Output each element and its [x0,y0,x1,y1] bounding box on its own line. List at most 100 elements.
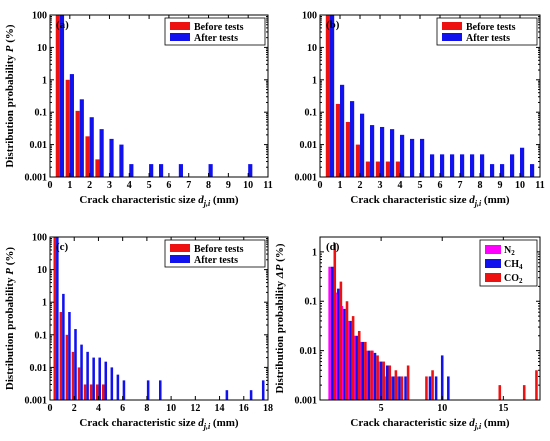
bar [440,355,444,400]
y-axis-label-main: Distribution probability [4,52,16,167]
y-tick-label: 0.01 [30,140,48,151]
bar [520,147,525,177]
bar [395,161,400,177]
y-tick-label: 0.1 [305,108,318,119]
bar [330,15,335,177]
bar [385,161,390,177]
bar [490,164,495,177]
legend-label: CH4 [504,259,523,271]
bar [431,370,434,400]
legend-swatch [485,273,501,282]
y-tick-label: 0.1 [305,297,318,308]
legend-swatch [170,255,190,263]
bar [178,164,183,177]
x-tick-label: 7 [458,180,463,191]
panel-label: (d) [326,241,340,253]
bar [99,129,104,177]
x-tick-label: 0 [48,403,53,414]
bar [92,357,95,400]
bar [104,361,108,400]
y-axis-label: Distribution probability ΔP (%) [274,243,286,393]
panel-label: (c) [56,241,69,253]
bar [340,84,345,177]
legend-label-sub: 2 [519,277,523,285]
bar [335,103,340,177]
x-tick-label: 0 [318,180,323,191]
series-after-tests [59,15,253,177]
legend-label-sub: 4 [519,263,523,271]
y-axis-label-main: Distribution probability [4,275,16,390]
y-tick-label: 0.1 [35,330,48,341]
x-tick-label: 5 [418,180,423,191]
x-tick-label: 0 [48,180,53,191]
x-tick-label: 3 [378,180,383,191]
bar [330,266,334,400]
bar [129,164,134,177]
bar [116,374,120,400]
plot-frame [49,14,269,178]
legend-swatch [170,33,190,41]
bar [379,361,383,400]
bar [86,351,89,400]
bar [498,385,502,400]
bar [349,320,352,400]
plot-frame [49,236,269,401]
x-tick-label: 11 [535,180,544,191]
x-tick-label: 2 [87,180,92,191]
series-co2 [333,243,538,400]
legend-label: Before tests [194,22,244,33]
x-axis-label-var: d [198,417,204,429]
legend-swatch [442,22,462,30]
series-ch4 [330,266,450,400]
legend-label-main: N [504,245,512,256]
x-axis-label: Crack characteristic size dj,i (mm) [79,417,239,431]
x-axis-label-var: d [198,194,204,206]
bar [89,117,94,177]
y-tick-label: 1 [312,75,317,86]
bar [325,15,330,177]
bar [380,126,385,177]
x-tick-label: 3 [107,180,112,191]
bar [370,125,375,177]
y-tick-label: 100 [32,11,47,22]
bar [345,301,349,400]
bar [55,15,60,177]
y-tick-label: 100 [302,11,317,22]
x-tick-label: 5 [379,403,384,414]
y-tick-label: 10 [307,43,317,54]
x-tick-label: 10 [437,403,447,414]
series-after-tests [56,237,265,400]
y-tick-label: 1 [42,75,47,86]
y-tick-label: 0.001 [295,396,318,407]
x-axis-label-main: Crack characteristic size [350,194,469,206]
bar [361,341,365,400]
plot-frame [319,14,541,178]
bar [149,164,154,177]
x-tick-label: 7 [186,180,191,191]
bar [460,154,465,177]
bar [385,365,389,400]
bar [394,370,398,400]
bar [365,161,370,177]
bar [80,344,83,400]
bar [71,351,75,400]
y-tick-label: 10 [37,43,47,54]
bar [375,161,380,177]
x-tick-label: 1 [67,180,72,191]
y-tick-label: 10 [37,265,47,276]
bar [56,237,59,400]
x-axis-label-main: Crack characteristic size [79,194,198,206]
x-tick-label: 18 [263,403,273,414]
x-tick-label: 16 [239,403,249,414]
y-tick-label: 0.01 [300,140,318,151]
legend-swatch [170,244,190,252]
x-axis-label-main: Crack characteristic size [79,417,198,429]
legend-label: After tests [466,33,510,44]
x-tick-label: 12 [190,403,200,414]
x-tick-label: 10 [243,180,253,191]
bar [337,288,340,400]
legend-label: CO2 [504,273,523,285]
